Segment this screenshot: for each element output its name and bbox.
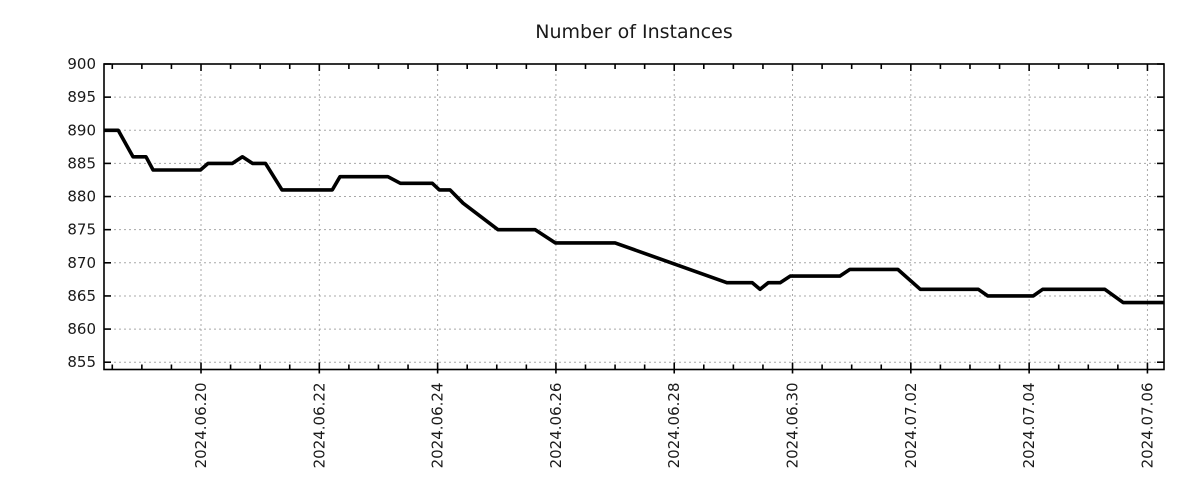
- x-tick-label: 2024.06.28: [665, 383, 683, 469]
- axis-labels: 855 860 865 870 875 880 885 890 895 900 2024.06.20…: [67, 55, 1156, 468]
- gridlines: [104, 64, 1164, 370]
- y-tick-label: 880: [67, 188, 96, 206]
- y-tick-label: 860: [67, 320, 96, 338]
- x-tick-label: 2024.06.20: [192, 383, 210, 469]
- x-tick-label: 2024.06.30: [784, 383, 802, 469]
- x-tick-label: 2024.06.22: [310, 383, 328, 469]
- x-tick-label: 2024.06.24: [429, 383, 447, 469]
- axis-ticks: [103, 63, 1165, 374]
- x-tick-label: 2024.07.02: [902, 383, 920, 469]
- x-tick-label: 2024.06.26: [547, 383, 565, 469]
- plot-border: [103, 63, 1165, 371]
- y-tick-label: 895: [67, 88, 96, 106]
- y-tick-label: 855: [67, 353, 96, 371]
- y-tick-label: 865: [67, 287, 96, 305]
- y-tick-label: 900: [67, 55, 96, 73]
- plot-area: 855 860 865 870 875 880 885 890 895 900 2024.06.20…: [67, 55, 1165, 468]
- y-tick-label: 870: [67, 254, 96, 272]
- y-tick-label: 885: [67, 154, 96, 172]
- y-tick-label: 890: [67, 121, 96, 139]
- x-tick-label: 2024.07.04: [1020, 383, 1038, 469]
- x-tick-label: 2024.07.06: [1138, 383, 1156, 469]
- y-tick-label: 875: [67, 221, 96, 239]
- chart-title: Number of Instances: [535, 21, 732, 43]
- data-series: [104, 128, 1164, 305]
- instances-line: [104, 128, 1164, 305]
